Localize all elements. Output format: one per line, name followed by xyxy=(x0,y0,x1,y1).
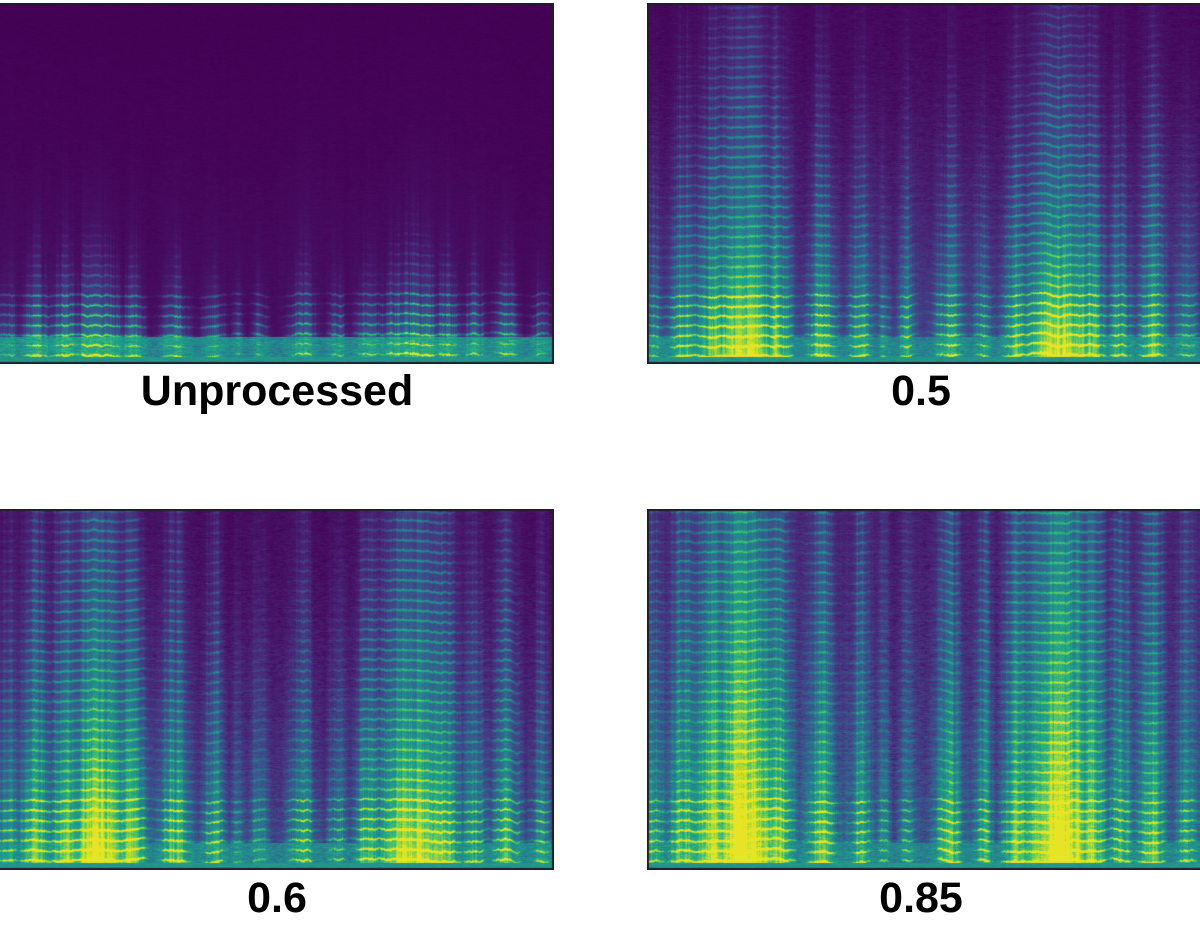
spectrogram-canvas-0p85 xyxy=(647,509,1200,870)
panel-0p5 xyxy=(647,3,1200,364)
caption-0p85: 0.85 xyxy=(879,874,963,922)
caption-unprocessed: Unprocessed xyxy=(140,367,414,415)
spectrogram-canvas-unprocessed xyxy=(0,3,554,364)
panel-unprocessed xyxy=(0,3,554,364)
spectrogram-canvas-0p6 xyxy=(0,509,554,870)
caption-0p5: 0.5 xyxy=(891,367,951,415)
panel-0p85 xyxy=(647,509,1200,870)
panel-0p6 xyxy=(0,509,554,870)
caption-0p6: 0.6 xyxy=(247,874,307,922)
spectrogram-canvas-0p5 xyxy=(647,3,1200,364)
